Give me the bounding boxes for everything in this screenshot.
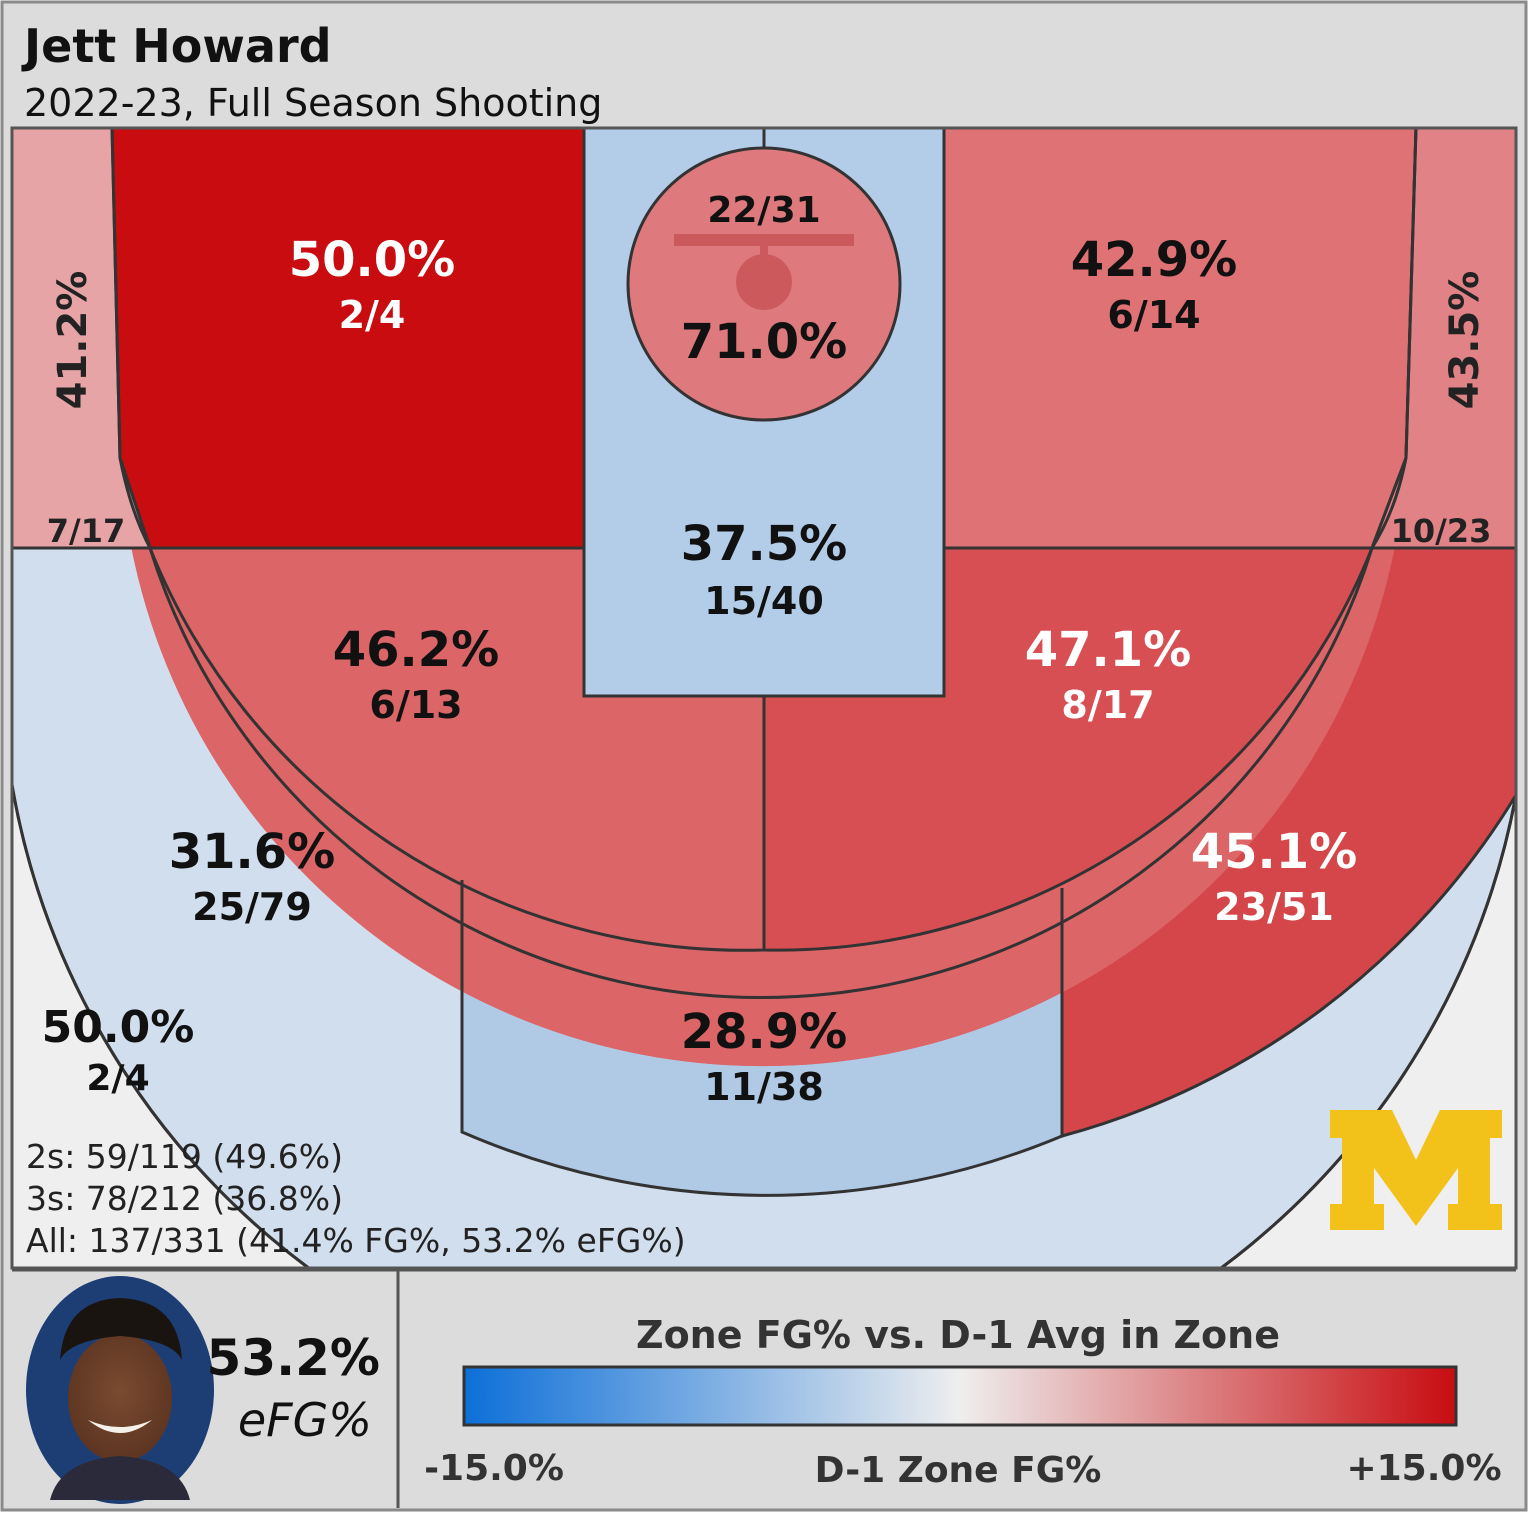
label-right-baseline-frac: 6/14 xyxy=(1107,293,1200,337)
label-right-corner-frac: 10/23 xyxy=(1391,512,1492,550)
zone-right-baseline-two xyxy=(942,128,1418,550)
legend-mid: D-1 Zone FG% xyxy=(815,1450,1102,1491)
efg-value: 53.2% xyxy=(207,1329,380,1387)
label-right-wing-two-pct: 47.1% xyxy=(1025,622,1192,678)
summary-stats: 2s: 59/119 (49.6%) 3s: 78/212 (36.8%) Al… xyxy=(26,1137,686,1260)
label-left-wing-three-frac: 25/79 xyxy=(192,885,312,929)
label-right-wing-two-frac: 8/17 xyxy=(1061,683,1154,727)
zone-left-corner-three xyxy=(12,128,153,550)
label-left-wing-two-frac: 6/13 xyxy=(369,683,462,727)
label-left-wing-three-pct: 31.6% xyxy=(169,824,336,880)
player-name: Jett Howard xyxy=(21,19,332,73)
zone-left-baseline-two xyxy=(110,128,586,550)
zone-labels: 41.2% 7/17 50.0% 2/4 22/31 71.0% 37.5% 1… xyxy=(42,190,1492,1109)
label-paint-pct: 37.5% xyxy=(681,516,848,572)
label-top-three-frac: 11/38 xyxy=(704,1065,824,1109)
label-deep-three-pct: 50.0% xyxy=(42,1002,195,1053)
legend-title: Zone FG% vs. D-1 Avg in Zone xyxy=(636,1313,1280,1357)
label-deep-three-frac: 2/4 xyxy=(86,1058,149,1099)
michigan-logo xyxy=(1330,1110,1502,1230)
label-right-wing-three-pct: 45.1% xyxy=(1191,824,1358,880)
label-ra-pct: 71.0% xyxy=(681,314,848,370)
label-left-wing-two-pct: 46.2% xyxy=(333,622,500,678)
summary-all: All: 137/331 (41.4% FG%, 53.2% eFG%) xyxy=(26,1221,686,1260)
label-left-baseline-pct: 50.0% xyxy=(289,232,456,288)
label-top-three-pct: 28.9% xyxy=(681,1004,848,1060)
chart-subtitle: 2022-23, Full Season Shooting xyxy=(24,81,602,125)
label-right-baseline-pct: 42.9% xyxy=(1071,232,1238,288)
summary-threes: 3s: 78/212 (36.8%) xyxy=(26,1179,343,1218)
label-right-wing-three-frac: 23/51 xyxy=(1214,885,1334,929)
label-paint-frac: 15/40 xyxy=(704,579,824,623)
label-left-corner-frac: 7/17 xyxy=(47,512,125,550)
label-left-baseline-frac: 2/4 xyxy=(339,293,406,337)
label-ra-frac: 22/31 xyxy=(707,190,820,231)
efg-label: eFG% xyxy=(238,1393,372,1447)
legend-color-bar xyxy=(462,1365,1458,1427)
player-avatar xyxy=(26,1276,214,1504)
legend-min: -15.0% xyxy=(424,1448,564,1489)
label-left-corner-pct: 41.2% xyxy=(50,271,96,410)
legend-max: +15.0% xyxy=(1346,1448,1501,1489)
basket-icon xyxy=(674,234,854,310)
summary-twos: 2s: 59/119 (49.6%) xyxy=(26,1137,343,1176)
court-zones xyxy=(12,128,1516,1268)
label-right-corner-pct: 43.5% xyxy=(1442,271,1488,410)
